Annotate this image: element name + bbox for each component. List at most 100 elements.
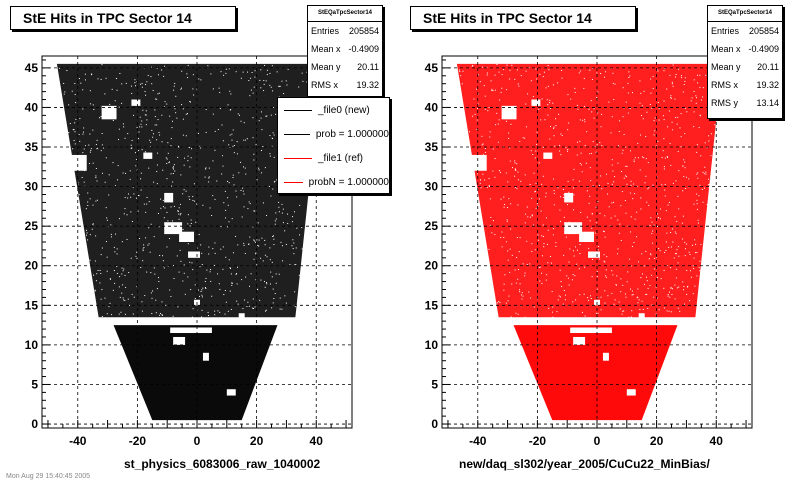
hit-gap-pixel xyxy=(667,294,669,296)
hit-gap-pixel xyxy=(177,156,179,158)
hit-gap-pixel xyxy=(542,236,544,238)
hit-gap-pixel xyxy=(612,82,614,84)
hit-gap-pixel xyxy=(682,91,684,93)
hit-gap-pixel xyxy=(191,148,193,150)
hit-gap-pixel xyxy=(145,114,147,116)
hit-gap-pixel xyxy=(146,119,148,121)
hit-gap-pixel xyxy=(623,133,625,135)
hit-gap-pixel xyxy=(637,157,639,159)
hit-gap-pixel xyxy=(112,289,114,291)
hit-gap-pixel xyxy=(517,278,519,280)
hit-gap-pixel xyxy=(605,173,607,175)
hit-gap-pixel xyxy=(595,232,597,234)
hit-gap-pixel xyxy=(499,171,501,173)
hit-gap-pixel xyxy=(157,74,159,76)
left-x-axis-title: st_physics_6083006_raw_1040002 xyxy=(124,457,321,471)
hit-gap-pixel xyxy=(559,144,561,146)
hit-gap-pixel xyxy=(179,214,181,216)
hit-gap-pixel xyxy=(459,71,461,73)
hit-gap-pixel xyxy=(149,251,151,253)
hit-gap-pixel xyxy=(696,203,698,205)
hit-gap-pixel xyxy=(101,289,103,291)
hit-gap-pixel xyxy=(137,194,139,196)
hit-gap-pixel xyxy=(157,93,159,95)
hit-gap-pixel xyxy=(170,206,172,208)
hit-gap-pixel xyxy=(480,187,482,189)
hit-gap-pixel xyxy=(660,278,662,280)
hit-gap-pixel xyxy=(616,275,618,277)
hit-gap-pixel xyxy=(519,291,521,293)
hit-gap-pixel xyxy=(253,159,255,161)
hit-gap-pixel xyxy=(588,247,590,249)
hit-gap-pixel xyxy=(566,150,568,152)
hit-gap-pixel xyxy=(703,173,705,175)
stat-value: 19.32 xyxy=(756,80,779,90)
hit-gap-pixel xyxy=(208,177,210,179)
hit-gap-pixel xyxy=(112,120,114,122)
hit-gap-pixel xyxy=(460,75,462,77)
legend-box: _file0 (new) prob = 1.000000 _file1 (ref… xyxy=(277,97,390,194)
hit-gap-pixel xyxy=(476,128,478,130)
hit-gap-pixel xyxy=(710,133,712,135)
hit-gap-pixel xyxy=(596,97,598,99)
hit-gap-pixel xyxy=(101,132,103,134)
left-stats-row: Mean y 20.11 xyxy=(308,58,382,76)
hit-gap-pixel xyxy=(132,186,134,188)
hit-gap-pixel xyxy=(121,267,123,269)
hit-gap-pixel xyxy=(613,201,615,203)
hit-gap-pixel xyxy=(122,284,124,286)
hit-gap-pixel xyxy=(620,278,622,280)
hit-gap-pixel xyxy=(514,168,516,170)
hit-gap-pixel xyxy=(59,67,61,69)
hit-gap-pixel xyxy=(684,107,686,109)
y-tick-label: 45 xyxy=(425,61,439,75)
hit-gap-pixel xyxy=(599,142,601,144)
hit-gap-pixel xyxy=(676,287,678,289)
hit-gap-pixel xyxy=(653,134,655,136)
hit-gap-pixel xyxy=(171,120,173,122)
hit-gap-pixel xyxy=(669,74,671,76)
hit-gap-pixel xyxy=(121,241,123,243)
hit-gap-pixel xyxy=(705,74,707,76)
hit-gap-pixel xyxy=(152,133,154,135)
hit-gap-pixel xyxy=(250,77,252,79)
hit-gap-pixel xyxy=(516,188,518,190)
hit-gap-pixel xyxy=(201,289,203,291)
hit-gap-pixel xyxy=(574,275,576,277)
hit-gap-pixel xyxy=(151,297,153,299)
hit-gap-pixel xyxy=(173,105,175,107)
hit-gap-pixel xyxy=(209,271,211,273)
hit-gap-pixel xyxy=(549,99,551,101)
hit-gap-pixel xyxy=(680,136,682,138)
hit-gap-pixel xyxy=(531,214,533,216)
hit-gap-pixel xyxy=(611,116,613,118)
hit-gap-pixel xyxy=(216,180,218,182)
hit-gap-pixel xyxy=(618,131,620,133)
hit-gap-pixel xyxy=(282,208,284,210)
hit-gap-pixel xyxy=(567,204,569,206)
hit-gap-pixel xyxy=(115,78,117,80)
hit-gap-pixel xyxy=(675,253,677,255)
hit-gap-pixel xyxy=(671,121,673,123)
hit-gap-pixel xyxy=(139,238,141,240)
hit-gap-pixel xyxy=(521,292,523,294)
hit-gap-pixel xyxy=(231,284,233,286)
hit-gap-pixel xyxy=(170,295,172,297)
hit-gap-pixel xyxy=(622,284,624,286)
hit-gap-pixel xyxy=(163,106,165,108)
hit-gap-pixel xyxy=(646,280,648,282)
hit-gap-pixel xyxy=(495,124,497,126)
hit-gap-pixel xyxy=(552,102,554,104)
hit-gap-pixel xyxy=(488,184,490,186)
hit-gap-pixel xyxy=(651,304,653,306)
hit-gap-pixel xyxy=(589,69,591,71)
hit-gap-pixel xyxy=(273,298,275,300)
hit-gap-pixel xyxy=(506,206,508,208)
y-tick-label: 5 xyxy=(431,377,438,391)
hit-gap-pixel xyxy=(611,164,613,166)
hit-gap-pixel xyxy=(568,191,570,193)
hit-gap-pixel xyxy=(163,267,165,269)
hit-gap-pixel xyxy=(589,220,591,222)
hit-gap-pixel xyxy=(503,196,505,198)
hit-gap-pixel xyxy=(572,250,574,252)
